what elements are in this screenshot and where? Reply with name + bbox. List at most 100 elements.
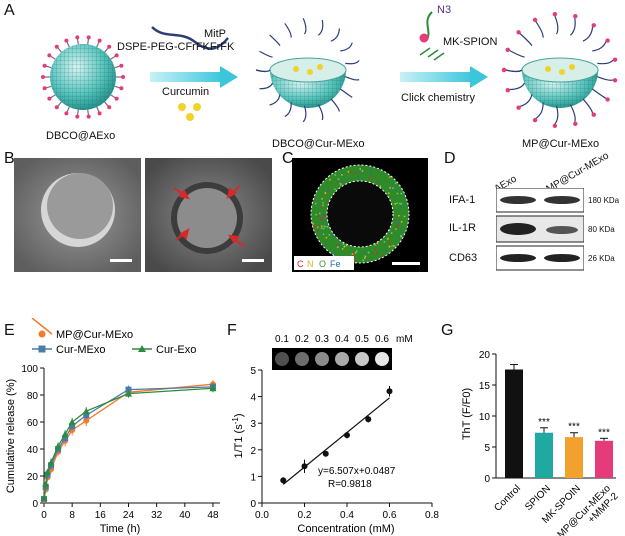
e-y-tick-label: 60 <box>27 418 39 429</box>
peg-tail <box>505 69 523 73</box>
element-speckle <box>315 213 318 216</box>
element-speckle <box>313 201 316 204</box>
e-y-tick-label: 0 <box>32 499 38 510</box>
mri-well <box>355 352 369 366</box>
element-speckle <box>322 227 325 230</box>
element-speckle <box>322 201 324 204</box>
element-speckle <box>371 252 374 255</box>
element-speckle <box>376 181 379 183</box>
g-category-label: MP@Cur-MExo+MMP-2 <box>556 483 621 536</box>
f-x-tick-label: 0.2 <box>298 510 312 521</box>
element-speckle <box>313 225 315 228</box>
element-speckle <box>390 232 393 234</box>
reagent-n3: N3 <box>437 4 452 16</box>
western-blot <box>496 188 584 271</box>
element-speckle <box>351 253 354 256</box>
element-speckle <box>317 215 320 218</box>
element-speckle <box>329 233 332 236</box>
spion-particle <box>501 67 507 73</box>
element-speckle <box>400 234 402 237</box>
peg-tail <box>284 23 292 38</box>
element-speckle <box>319 206 322 208</box>
peg-tail <box>569 104 576 123</box>
element-speckle <box>370 170 372 173</box>
f-y-tick-label: 4 <box>250 393 256 404</box>
protein-il1r: IL-1R <box>449 222 476 234</box>
element-speckle <box>343 245 346 248</box>
element-speckle <box>354 172 357 175</box>
e-point-cur-mexo <box>62 435 69 442</box>
dbco-head <box>41 75 45 79</box>
spion-particle <box>605 97 610 102</box>
peg-tail <box>554 105 559 125</box>
spion-particle <box>605 38 610 43</box>
mri-well <box>375 352 389 366</box>
peg-tail <box>340 42 353 52</box>
e-x-tick-label: 16 <box>95 510 107 521</box>
element-speckle <box>394 228 397 231</box>
element-speckle <box>337 178 340 181</box>
peg-tail <box>597 76 614 81</box>
peg-tail <box>255 69 271 73</box>
panel-label-g: G <box>441 322 454 339</box>
g-significance: *** <box>598 427 610 438</box>
element-speckle <box>400 202 403 205</box>
f-point <box>386 388 393 395</box>
curcumin-dot <box>193 103 201 111</box>
element-speckle <box>334 188 336 191</box>
element-speckle <box>322 204 325 207</box>
step-click-chemistry: Click chemistry <box>401 92 475 104</box>
e-ylabel: Cumulative release (%) <box>5 379 17 493</box>
e-point-mp <box>83 417 90 424</box>
g-category-label: Control <box>492 483 523 514</box>
element-speckle <box>321 228 324 231</box>
e-y-tick-label: 40 <box>27 445 39 456</box>
element-speckle <box>341 248 344 250</box>
spion-particle <box>532 117 538 123</box>
element-speckle <box>322 233 325 236</box>
panel-label-b: B <box>4 150 15 167</box>
element-speckle <box>391 183 394 186</box>
panel-label-d: D <box>444 150 456 167</box>
element-speckle <box>384 249 387 252</box>
element-speckle <box>341 179 344 182</box>
peg-tail <box>302 17 307 35</box>
spion-particle <box>573 121 578 127</box>
element-speckle <box>334 174 337 176</box>
peg-tail <box>330 28 340 42</box>
dbco-head <box>86 35 91 40</box>
panel-label-a: A <box>4 2 15 19</box>
element-speckle <box>319 218 322 221</box>
element-speckle <box>379 185 382 188</box>
element-speckle <box>362 259 365 262</box>
element-speckle <box>336 180 339 183</box>
peg-tail <box>284 102 292 118</box>
exosome-dbco-aexo <box>41 35 125 119</box>
element-speckle <box>326 190 329 192</box>
e-xlabel: Time (h) <box>100 523 141 535</box>
f-y-tick-label: 5 <box>250 366 256 377</box>
element-speckle <box>358 170 361 172</box>
legend-fe: Fe <box>330 259 341 269</box>
element-speckle <box>400 229 403 232</box>
spion-particle <box>505 88 510 93</box>
f-y-tick-label: 3 <box>250 419 256 430</box>
dbco-head <box>47 96 52 101</box>
element-speckle <box>341 172 344 175</box>
g-bar <box>595 440 613 478</box>
mri-concentration-label: 0.5 <box>355 334 369 345</box>
dbco-head <box>119 63 124 68</box>
label-dbco-cur-mexo: DBCO@Cur-MExo <box>272 138 365 150</box>
e-x-tick-label: 32 <box>151 510 163 521</box>
element-speckle <box>320 225 323 228</box>
element-speckle <box>400 205 403 208</box>
element-speckle <box>355 250 358 253</box>
element-speckle <box>328 233 331 236</box>
e-y-tick-label: 20 <box>27 472 39 483</box>
element-speckle <box>347 170 350 173</box>
f-equation: y=6.507x+0.0487 <box>318 466 396 477</box>
element-speckle <box>376 242 379 245</box>
e-point-cur-exo <box>209 384 217 392</box>
protein-cd63: CD63 <box>449 252 478 264</box>
e-point-cur-exo <box>124 390 132 397</box>
